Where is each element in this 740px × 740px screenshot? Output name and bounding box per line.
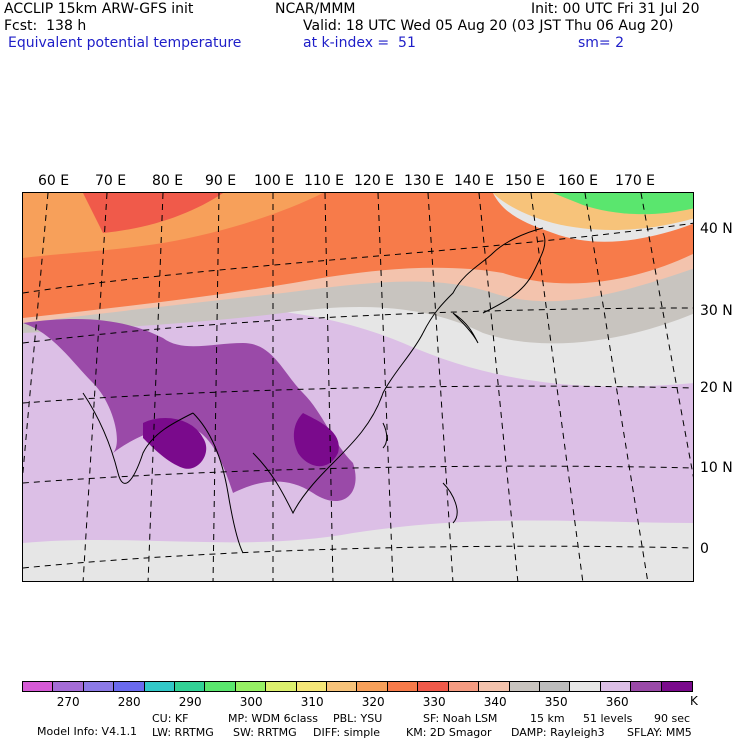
colorbar-cell-18 <box>570 682 601 691</box>
info-sw: SW: RRTMG <box>233 726 297 739</box>
colorbar-tick-label: 360 <box>605 695 629 709</box>
lon-label-100e: 100 E <box>254 173 295 189</box>
korea-coast <box>452 312 479 344</box>
lat-line-10n <box>23 465 693 484</box>
colorbar-tick-label: 310 <box>300 695 324 709</box>
lat-label-30n: 30 N <box>700 303 733 319</box>
field-name: Equivalent potential temperature <box>8 35 242 51</box>
info-diff: DIFF: simple <box>313 726 381 739</box>
lat-label-0: 0 <box>700 541 709 557</box>
colorbar-cell-12 <box>387 682 419 691</box>
colorbar-cell-8 <box>266 682 297 691</box>
colorbar-unit: K <box>690 694 698 708</box>
lat-label-40n: 40 N <box>700 221 733 237</box>
colorbar-tick-label: 300 <box>239 695 263 709</box>
lon-label-160e: 160 E <box>558 173 599 189</box>
colorbar-tick-label: 290 <box>178 695 202 709</box>
colorbar-cell-15 <box>479 682 510 691</box>
colorbar-cell-20 <box>631 682 662 691</box>
lat-line-30n <box>23 307 693 344</box>
info-version: Model Info: V4.1.1 <box>37 725 138 738</box>
field-dark-purple-core-2 <box>293 413 339 467</box>
lon-label-90e: 90 E <box>205 173 237 189</box>
colorbar-cell-0 <box>23 682 54 691</box>
lon-label-110e: 110 E <box>304 173 345 189</box>
colorbar-cell-16 <box>509 682 540 691</box>
field-dark-purple-core <box>143 418 207 469</box>
colorbar-tick-label: 330 <box>422 695 446 709</box>
init-time: Init: 00 UTC Fri 31 Jul 20 <box>531 1 700 17</box>
lon-label-170e: 170 E <box>615 173 656 189</box>
lat-line-20n <box>23 385 693 404</box>
colorbar-cell-9 <box>296 682 328 691</box>
field-peach-band <box>23 228 693 323</box>
info-timestep: 90 sec <box>654 712 691 725</box>
theta-e-field <box>23 193 693 581</box>
info-damp: DAMP: Rayleigh3 <box>511 726 605 739</box>
colorbar-cell-4 <box>144 682 176 691</box>
colorbar-cell-3 <box>114 682 145 691</box>
colorbar-cell-5 <box>175 682 206 691</box>
field-purple-core <box>23 318 356 502</box>
japan-coast <box>482 232 546 314</box>
colorbar-cell-13 <box>418 682 449 691</box>
colorbar-cell-2 <box>83 682 115 691</box>
valid-time: Valid: 18 UTC Wed 05 Aug 20 (03 JST Thu … <box>303 18 674 34</box>
smoothing-label: sm= 2 <box>578 35 625 51</box>
lon-label-60e: 60 E <box>38 173 70 189</box>
colorbar <box>22 681 693 692</box>
philippines-coast <box>442 482 458 524</box>
lon-label-120e: 120 E <box>354 173 395 189</box>
organization-label: NCAR/MMM <box>275 1 356 17</box>
colorbar-cell-10 <box>327 682 358 691</box>
lat-line-0 <box>23 545 693 569</box>
colorbar-tick-label: 280 <box>117 695 141 709</box>
lon-label-150e: 150 E <box>505 173 546 189</box>
model-title: ACCLIP 15km ARW-GFS init <box>4 1 194 17</box>
lon-label-70e: 70 E <box>95 173 127 189</box>
lat-label-10n: 10 N <box>700 460 733 476</box>
lat-label-20n: 20 N <box>700 380 733 396</box>
india-coast <box>82 392 194 484</box>
lat-line-40n <box>23 222 693 294</box>
colorbar-cell-11 <box>357 682 388 691</box>
colorbar-cell-1 <box>53 682 84 691</box>
lon-line-170e <box>640 193 693 478</box>
lon-label-140e: 140 E <box>454 173 495 189</box>
info-sflay: SFLAY: MM5 <box>627 726 692 739</box>
colorbar-cell-19 <box>600 682 632 691</box>
info-lw: LW: RRTMG <box>152 726 214 739</box>
china-coast <box>422 227 544 334</box>
colorbar-cell-21 <box>661 682 692 691</box>
colorbar-cell-6 <box>205 682 236 691</box>
colorbar-tick-label: 270 <box>56 695 80 709</box>
graticule <box>23 193 693 581</box>
level-label: at k-index = 51 <box>303 35 416 51</box>
map-panel <box>22 192 694 582</box>
lon-label-80e: 80 E <box>152 173 184 189</box>
colorbar-cell-17 <box>539 682 571 691</box>
info-cu: CU: KF <box>152 712 189 725</box>
info-pbl: PBL: YSU <box>333 712 383 725</box>
info-resolution: 15 km <box>530 712 565 725</box>
indochina-coast <box>252 332 424 515</box>
colorbar-tick-label: 340 <box>483 695 507 709</box>
info-sf: SF: Noah LSM <box>423 712 498 725</box>
burma-coast <box>192 412 244 554</box>
colorbar-tick-label: 350 <box>544 695 568 709</box>
coastlines <box>82 227 546 554</box>
colorbar-cell-7 <box>235 682 267 691</box>
info-km: KM: 2D Smagor <box>406 726 492 739</box>
field-green-region <box>553 193 693 215</box>
lon-label-130e: 130 E <box>404 173 445 189</box>
colorbar-cell-14 <box>448 682 480 691</box>
forecast-hour: Fcst: 138 h <box>4 18 87 34</box>
field-deep-red-core <box>83 193 223 233</box>
info-levels: 51 levels <box>583 712 633 725</box>
model-info-line1: Model Info: V4.1.1 <box>30 712 137 738</box>
info-mp: MP: WDM 6class <box>228 712 318 725</box>
colorbar-tick-label: 320 <box>361 695 385 709</box>
taiwan-coast <box>382 422 388 449</box>
